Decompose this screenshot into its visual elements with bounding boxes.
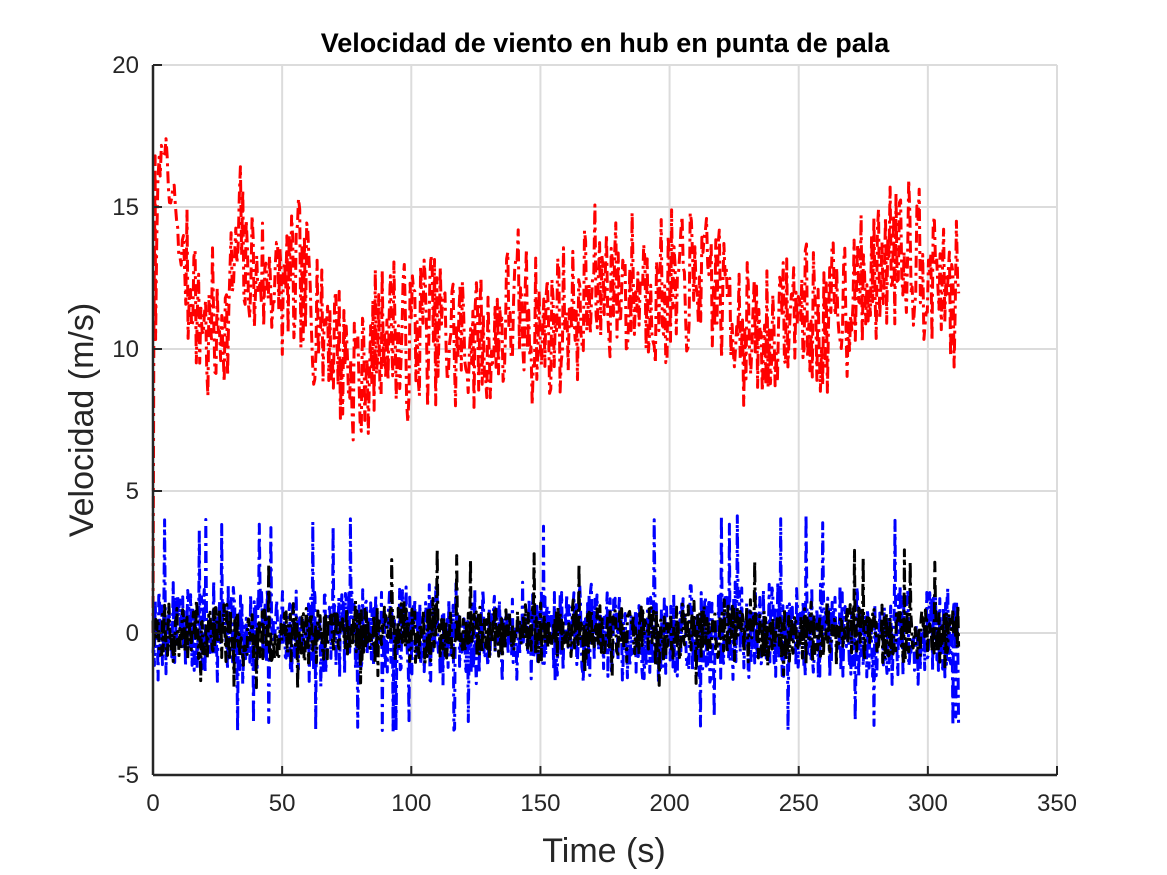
- y-tick-label: 15: [112, 194, 139, 221]
- y-tick-label: 10: [112, 336, 139, 363]
- x-tick-label: 50: [269, 790, 296, 817]
- y-tick-label: 5: [126, 478, 139, 505]
- x-tick-label: 200: [650, 790, 690, 817]
- y-tick-label: 0: [126, 620, 139, 647]
- x-tick-label: 350: [1037, 790, 1077, 817]
- y-tick-label: 20: [112, 52, 139, 79]
- x-tick-label: 150: [520, 790, 560, 817]
- x-tick-label: 100: [391, 790, 431, 817]
- x-axis-label: Time (s): [542, 832, 665, 870]
- x-tick-label: 0: [146, 790, 159, 817]
- y-axis-label: Velocidad (m/s): [63, 303, 101, 537]
- x-tick-label: 300: [908, 790, 948, 817]
- chart-title: Velocidad de viento en hub en punta de p…: [321, 28, 891, 58]
- y-tick-label: -5: [118, 762, 139, 789]
- x-tick-label: 250: [779, 790, 819, 817]
